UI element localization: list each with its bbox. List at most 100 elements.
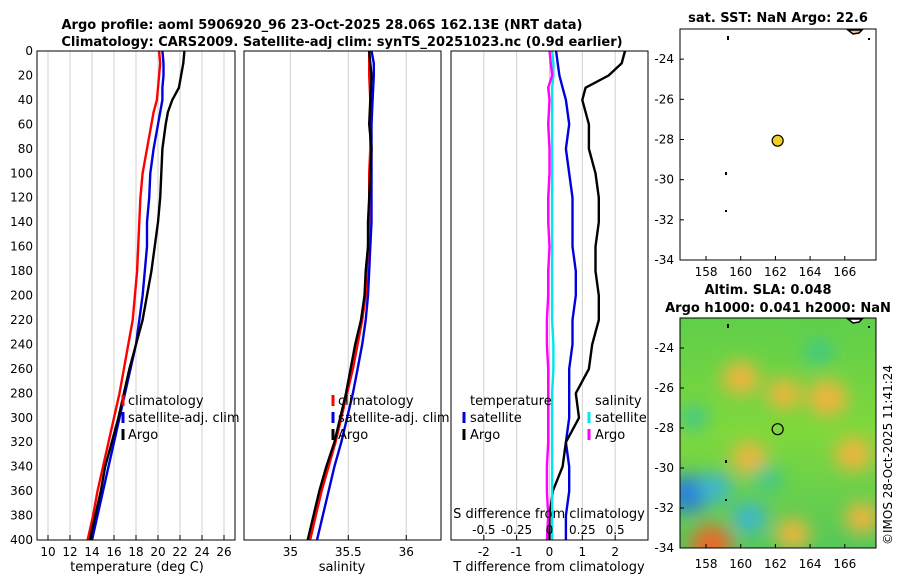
legend-climatology-label: climatology: [128, 394, 204, 409]
x-tick-label: -1: [511, 545, 523, 559]
legend-s-argo-label: Argo: [595, 428, 625, 443]
coastline-island: [725, 460, 727, 463]
map-y-tick-label: -24: [654, 52, 674, 66]
depth-tick-label: 0: [25, 44, 33, 58]
x-tick-label: 10: [40, 545, 55, 559]
x-tick-label: 26: [216, 545, 231, 559]
map-y-tick-label: -30: [654, 461, 674, 475]
s-difference-label: S difference from climatology: [453, 507, 645, 522]
map-x-tick-label: 166: [833, 265, 856, 279]
depth-tick-label: 200: [10, 289, 33, 303]
depth-tick-label: 160: [10, 240, 33, 254]
x-tick-label: 14: [84, 545, 99, 559]
sla-field-background: [680, 318, 876, 548]
coastline-island: [868, 326, 870, 328]
legend-s-satellite-label: satellite: [595, 411, 647, 426]
map-y-tick-label: -28: [654, 132, 674, 146]
sla-anomaly-blob: [845, 502, 876, 534]
salinity-legend: climatology satellite-adj. clim Argo: [331, 394, 450, 443]
x-tick-label: 20: [150, 545, 165, 559]
x-tick-label: -2: [478, 545, 490, 559]
x-top-tick-label: -0.25: [501, 523, 532, 537]
sla-map-frame: [679, 317, 877, 549]
series-line-temperature-argo: [548, 50, 627, 540]
legend-satellite-label: satellite-adj. clim: [128, 411, 240, 426]
x-top-tick-label: 0.25: [569, 523, 596, 537]
depth-tick-label: 120: [10, 191, 33, 205]
coastline-island: [727, 324, 729, 328]
sla-anomaly-blob: [835, 437, 872, 471]
salinity-axes-frame: [243, 50, 442, 541]
x-tick-label: 1: [579, 545, 587, 559]
depth-tick-label: 140: [10, 215, 33, 229]
sla-anomaly-blob: [751, 463, 783, 493]
depth-tick-label: 40: [18, 93, 33, 107]
sst-map-panel: sat. SST: NaN Argo: 22.6 158 160 162 164 166…: [654, 11, 877, 279]
depth-tick-label: 80: [18, 142, 33, 156]
figure-title-line2: Climatology: CARS2009. Satellite-adj cli…: [61, 35, 622, 50]
series-line-satellite-adj-clim: [315, 50, 375, 541]
map-x-tick-label: 162: [764, 265, 787, 279]
x-top-tick-label: 0.5: [606, 523, 625, 537]
x-tick-label: 12: [62, 545, 77, 559]
map-x-tick-label: 160: [729, 557, 752, 571]
t-difference-label: T difference from climatology: [452, 560, 645, 575]
map-x-tick-label: 160: [729, 265, 752, 279]
sst-map-title: sat. SST: NaN Argo: 22.6: [688, 11, 868, 26]
series-line-argo: [306, 50, 373, 541]
map-x-tick-label: 158: [695, 265, 718, 279]
depth-tick-label: 100: [10, 166, 33, 180]
depth-tick-label: 360: [10, 484, 33, 498]
depth-tick-label: 240: [10, 337, 33, 351]
x-top-tick-label: 0: [546, 523, 554, 537]
sla-anomaly-blob: [775, 518, 810, 548]
map-y-tick-label: -24: [654, 341, 674, 355]
sla-anomaly-blob: [804, 339, 833, 365]
depth-tick-label: 20: [18, 68, 33, 82]
depth-tick-label: 220: [10, 313, 33, 327]
temperature-panel: 10 12 14 16 18 20 22 24 26 0 20 40 60 80 100 120 140 160…: [10, 44, 240, 575]
temperature-xlabel: temperature (deg C): [70, 560, 204, 575]
difference-legend: temperature satellite Argo salinity sate…: [462, 394, 647, 443]
series-line-climatology: [86, 50, 162, 541]
series-line-climatology: [308, 51, 372, 541]
x-tick-label: 36: [399, 545, 414, 559]
map-y-tick-label: -34: [654, 541, 674, 555]
sla-anomaly-blob: [697, 472, 732, 504]
depth-tick-label: 320: [10, 435, 33, 449]
difference-panel: -2 -1 0 1 2 -0.5 -0.25 0 0.25 0.5 S difference f…: [450, 50, 649, 575]
map-y-tick-label: -32: [654, 213, 674, 227]
coastline-island: [725, 210, 727, 212]
coastline-island: [727, 36, 729, 40]
legend-climatology-label: climatology: [338, 394, 414, 409]
x-tick-label: 2: [611, 545, 619, 559]
x-tick-label: 18: [128, 545, 143, 559]
depth-axis: 0 20 40 60 80 100 120 140 160 180 200 220 240 260 280 3…: [10, 44, 33, 547]
map-x-tick-label: 158: [695, 557, 718, 571]
coastline-island: [868, 38, 870, 40]
legend-argo-label: Argo: [338, 428, 368, 443]
sla-map-title-line2: Argo h1000: 0.041 h2000: NaN: [665, 301, 891, 316]
sla-anomaly-blob: [807, 380, 848, 416]
map-y-tick-label: -26: [654, 381, 674, 395]
series-line-temperature-satellite: [554, 50, 577, 540]
imos-timestamp: ©IMOS 28-Oct-2025 11:41:24: [881, 364, 895, 545]
map-x-tick-label: 166: [833, 557, 856, 571]
sla-anomaly-blob: [680, 405, 709, 431]
coastline-island: [725, 172, 727, 175]
legend-temperature-heading: temperature: [470, 394, 552, 409]
sla-map-panel: Altim. SLA: 0.048 Argo h1000: 0.041 h200…: [654, 283, 890, 571]
depth-tick-label: 180: [10, 264, 33, 278]
x-tick-label: 0: [546, 545, 554, 559]
salinity-xlabel: salinity: [319, 560, 366, 575]
legend-t-satellite-label: satellite: [470, 411, 522, 426]
legend-salinity-heading: salinity: [595, 394, 642, 409]
legend-t-argo-label: Argo: [470, 428, 500, 443]
coastline-island: [845, 29, 864, 35]
series-line-argo: [88, 50, 186, 541]
map-y-tick-label: -32: [654, 501, 674, 515]
map-y-tick-label: -26: [654, 92, 674, 106]
sla-anomaly-blob: [690, 524, 733, 548]
map-x-tick-label: 164: [799, 557, 822, 571]
